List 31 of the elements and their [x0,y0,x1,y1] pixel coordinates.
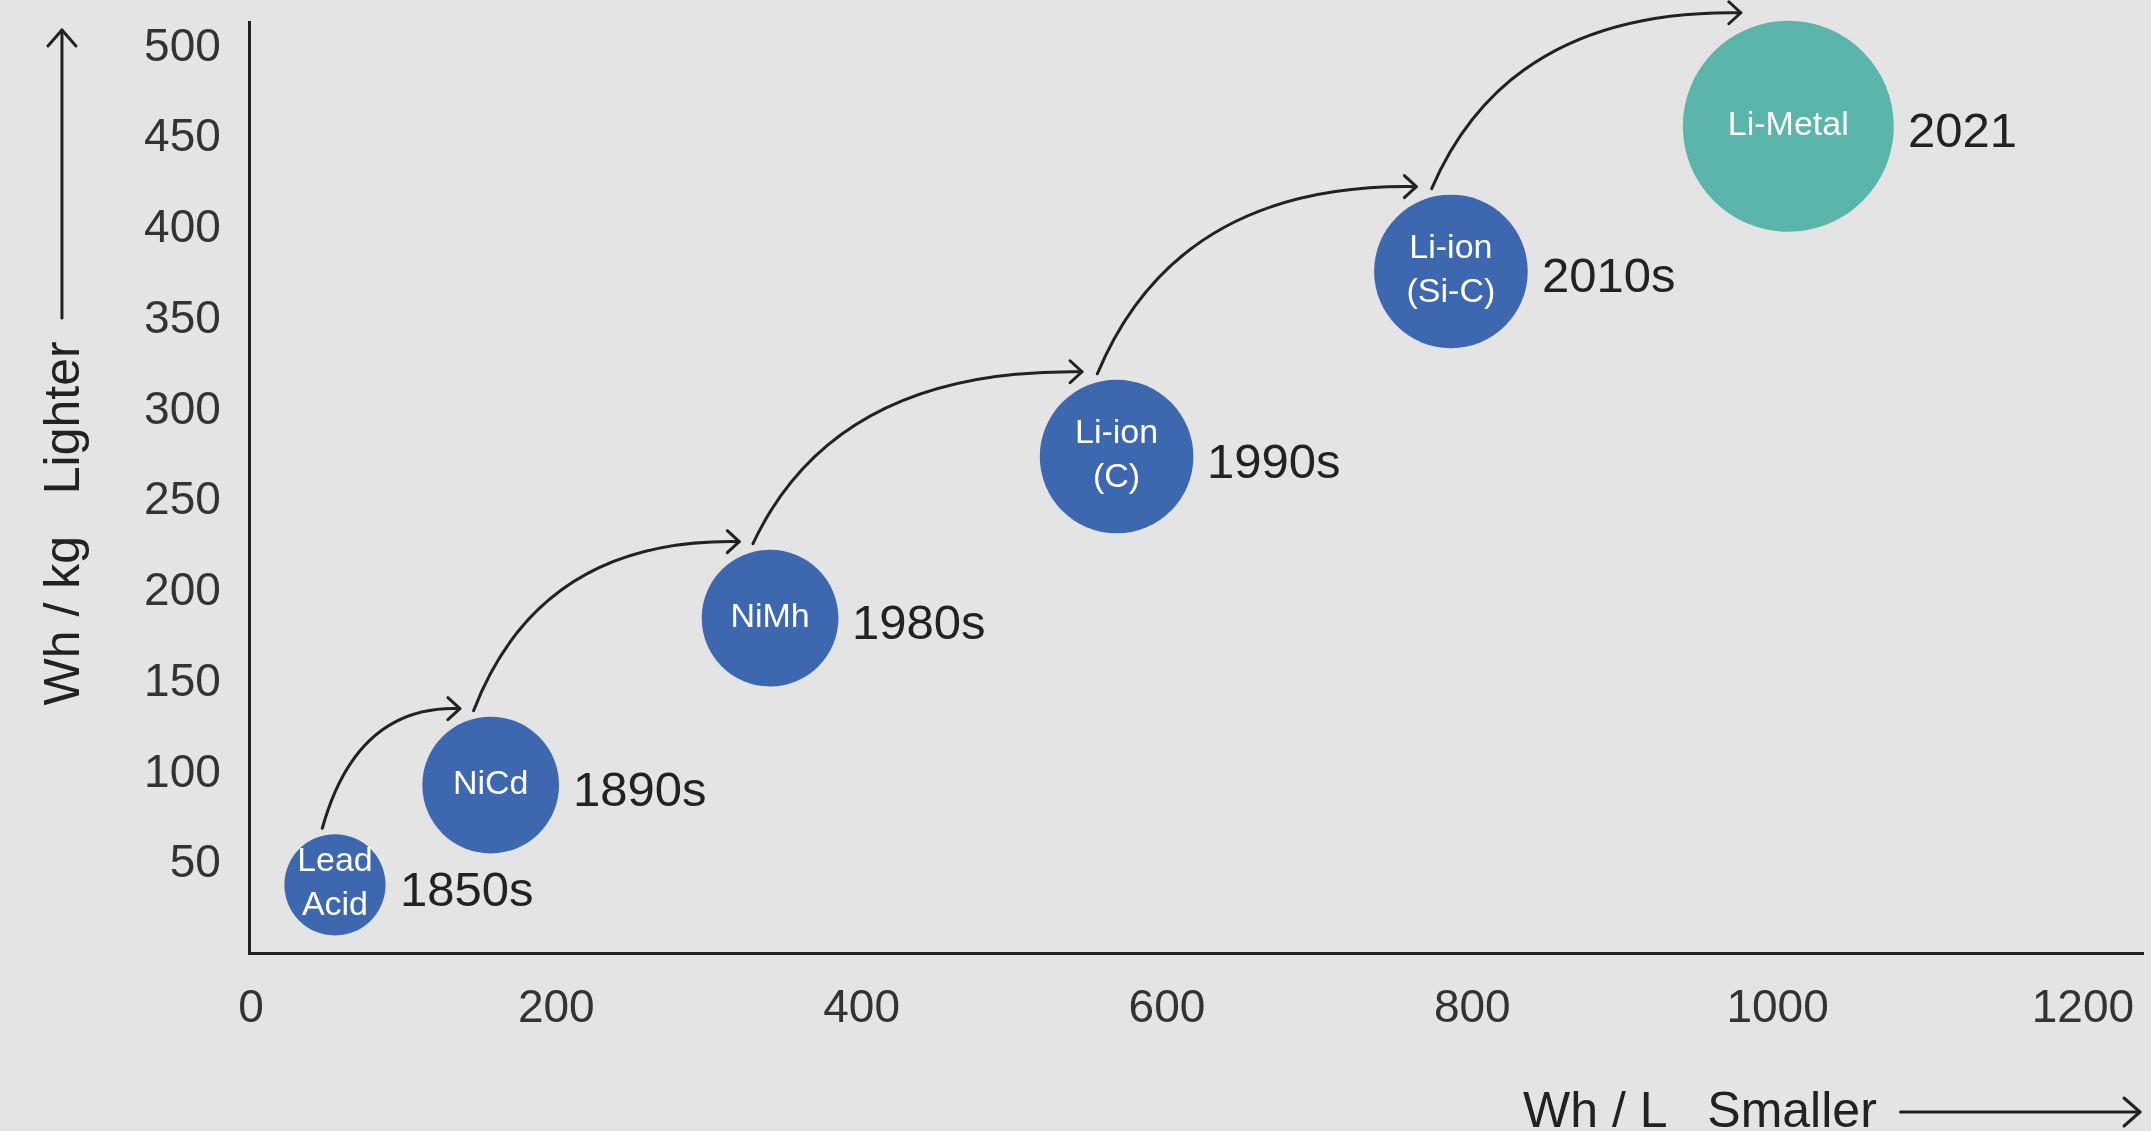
y-tick-label: 350 [144,290,221,343]
annotation: 1850s [400,862,534,916]
series-label: Li-ion (Si-C) [1406,226,1496,310]
x-axis-title: Wh / L Smaller [1523,1082,1877,1131]
x-tick-label: 1200 [2031,980,2135,1033]
y-tick-label: 250 [144,472,221,525]
x-tick-label: 1000 [1726,980,1829,1033]
y-tick-label: 450 [144,109,221,162]
y-axis-title: Wh / kg Lighter [33,341,90,706]
y-tick-label: 200 [144,563,221,616]
x-tick-label: 400 [823,980,901,1033]
y-tick-label: 400 [144,200,221,253]
series-label: NiCd [452,762,529,801]
x-tick-label: 0 [238,980,264,1033]
annotation: 1980s [852,595,986,649]
y-tick-label: 150 [144,653,221,706]
series-label: NiMh [730,595,810,634]
x-tick-label: 800 [1433,980,1511,1033]
y-tick-label: 300 [144,381,221,434]
y-tick-label: 500 [144,18,221,71]
series-label: Li-Metal [1727,103,1849,142]
y-tick-label: 100 [144,744,221,797]
annotation: 1890s [573,762,707,816]
annotation: 2021 [1908,103,2018,157]
series-label: Lead Acid [297,840,373,923]
series-label: Li-ion (C) [1075,411,1159,495]
x-tick-label: 200 [517,980,595,1033]
x-tick-label: 600 [1128,980,1206,1033]
annotation: 2010s [1542,248,1676,302]
annotation: 1990s [1207,434,1341,488]
y-tick-label: 50 [169,835,221,888]
